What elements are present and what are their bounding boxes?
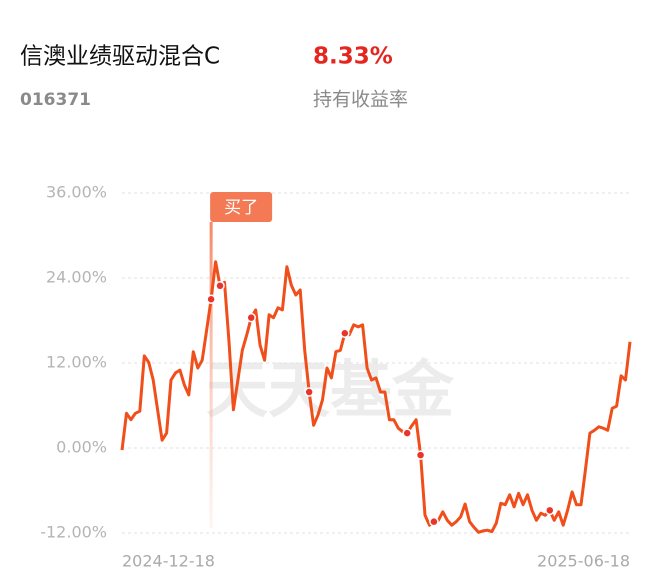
watermark: 天天基金	[206, 353, 455, 426]
y-tick-label: -12.00%	[40, 523, 107, 542]
buy-tag-text: 买了	[224, 198, 258, 218]
return-label: 持有收益率	[313, 89, 408, 111]
fund-code: 016371	[20, 90, 91, 110]
x-tick-label: 2024-12-18	[122, 552, 215, 571]
trade-marker	[415, 450, 426, 460]
trade-marker	[402, 428, 412, 438]
trade-marker	[215, 281, 225, 291]
trade-marker	[246, 312, 256, 323]
y-tick-label: 12.00%	[46, 353, 107, 372]
trade-marker	[545, 505, 555, 516]
buy-tag	[210, 192, 273, 222]
buy-line	[209, 222, 213, 528]
y-tick-label: 36.00%	[46, 183, 107, 202]
trade-marker	[340, 328, 350, 338]
y-tick-label: 24.00%	[46, 268, 107, 287]
trade-marker	[429, 516, 439, 527]
x-tick-label: 2025-06-18	[537, 552, 630, 571]
fund-name: 信澳业绩驱动混合C	[20, 44, 220, 70]
y-tick-label: 0.00%	[56, 438, 107, 457]
trade-marker	[206, 294, 216, 304]
return-value: 8.33%	[313, 44, 393, 70]
line-series	[120, 260, 632, 534]
trade-marker	[304, 387, 314, 397]
